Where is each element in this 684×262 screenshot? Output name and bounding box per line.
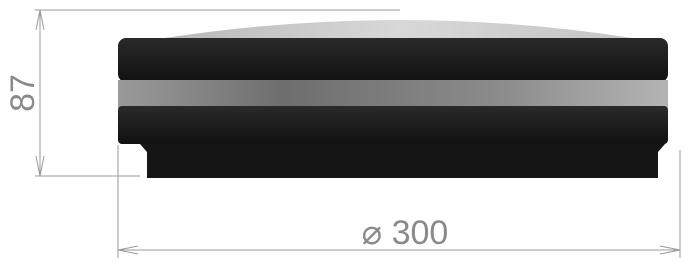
diameter-label: ⌀ 300 <box>362 214 449 252</box>
drawing: 87 ⌀ 300 <box>0 0 684 262</box>
lower-band <box>118 106 668 144</box>
base <box>140 144 665 178</box>
product <box>118 20 668 178</box>
dome <box>165 20 632 38</box>
height-label: 87 <box>4 74 42 112</box>
silver-band <box>118 80 668 108</box>
top-band <box>118 38 668 82</box>
